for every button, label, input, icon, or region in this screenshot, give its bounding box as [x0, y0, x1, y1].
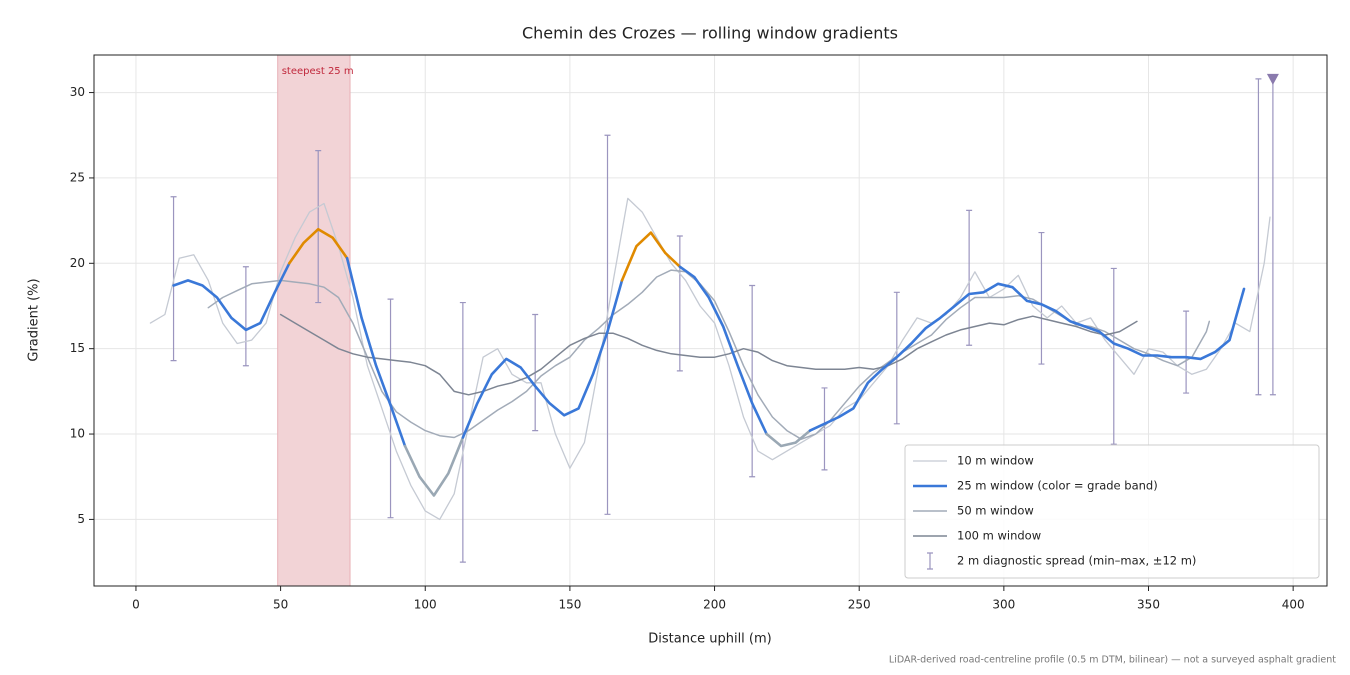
x-tick-label: 200 — [703, 598, 726, 612]
series-line — [288, 227, 349, 265]
legend-swatch — [927, 552, 933, 570]
y-tick-label: 15 — [70, 341, 85, 355]
y-tick-label: 10 — [70, 427, 85, 441]
legend-label: 50 m window — [957, 504, 1034, 518]
spread-bar — [315, 150, 322, 304]
legend-label: 25 m window (color = grade band) — [957, 479, 1158, 493]
highlight-label: steepest 25 m — [282, 66, 354, 77]
spread-bar — [1110, 267, 1117, 445]
x-tick-label: 400 — [1282, 598, 1305, 612]
y-tick-label: 25 — [70, 170, 85, 184]
x-axis-label: Distance uphill (m) — [648, 632, 771, 647]
footnote: LiDAR-derived road-centreline profile (0… — [889, 655, 1336, 666]
y-tick-label: 20 — [70, 256, 85, 270]
x-tick-label: 150 — [558, 598, 581, 612]
series-line — [620, 231, 682, 282]
series-line — [461, 279, 624, 439]
series-line — [403, 436, 465, 497]
legend-label: 100 m window — [957, 529, 1041, 543]
spread-bar — [1038, 231, 1045, 365]
x-tick-label: 250 — [848, 598, 871, 612]
spread-bar — [459, 301, 466, 563]
legend-label: 2 m diagnostic spread (min–max, ±12 m) — [957, 554, 1196, 568]
spread-bar — [749, 284, 756, 478]
series-line — [279, 313, 1138, 396]
spread-bar — [676, 235, 683, 372]
chart-title: Chemin des Crozes — rolling window gradi… — [522, 24, 898, 43]
x-tick-label: 0 — [132, 598, 140, 612]
x-tick-label: 100 — [414, 598, 437, 612]
series-line — [345, 256, 407, 448]
series-line — [678, 265, 768, 436]
spread-bar — [966, 209, 973, 346]
spread-bar — [242, 266, 249, 367]
legend-box — [904, 444, 1320, 579]
legend: 10 m window 25 m window (color = grade ba… — [904, 444, 1320, 579]
x-tick-label: 50 — [273, 598, 288, 612]
y-tick-label: 30 — [70, 85, 85, 99]
x-tick-label: 300 — [992, 598, 1015, 612]
spread-bar — [1183, 310, 1190, 394]
y-tick-label: 5 — [77, 512, 85, 526]
spread-bar — [1255, 78, 1262, 396]
peak-marker — [1266, 73, 1279, 85]
plot-frame — [93, 54, 1328, 587]
series-line — [808, 282, 1246, 432]
highlight-band — [277, 54, 351, 587]
series-line — [765, 429, 812, 448]
y-axis-label: Gradient (%) — [27, 278, 42, 361]
series-line — [172, 262, 291, 332]
legend-label: 10 m window — [957, 454, 1034, 468]
spread-bar — [604, 134, 611, 515]
x-tick-label: 350 — [1137, 598, 1160, 612]
